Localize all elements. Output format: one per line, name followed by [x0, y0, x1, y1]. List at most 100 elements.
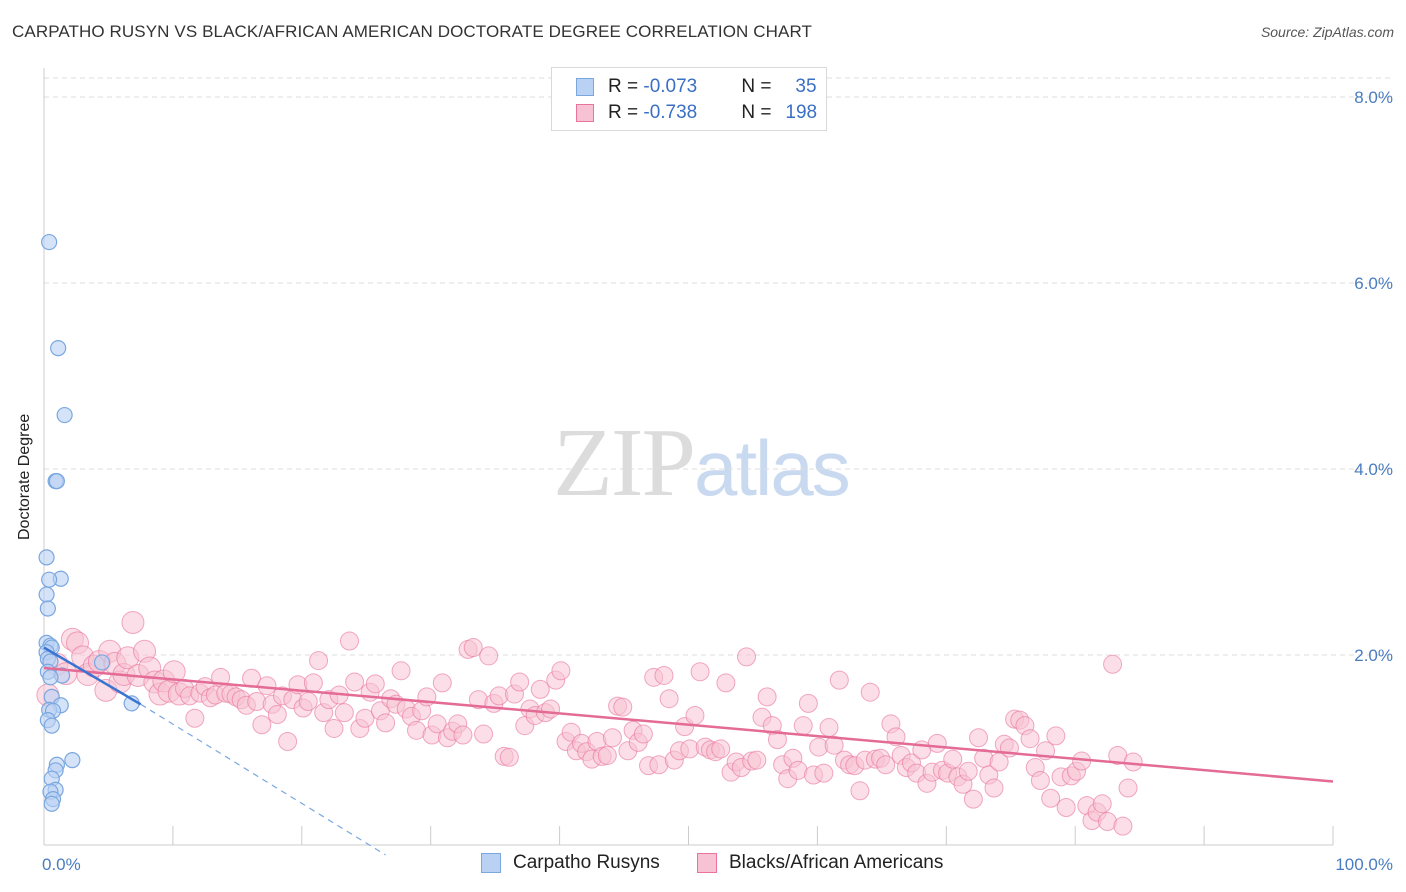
data-point-carpatho: [39, 600, 56, 617]
data-point-black: [685, 705, 705, 725]
data-point-black: [850, 781, 870, 801]
legend-swatch-pink: [697, 853, 717, 873]
bottom-legend: Carpatho Rusyns Blacks/African Americans: [0, 852, 1406, 876]
data-point-black: [757, 687, 777, 707]
data-point-black: [530, 679, 550, 699]
data-point-carpatho: [38, 586, 55, 603]
data-point-black: [391, 661, 411, 681]
legend-r-value: -0.738: [643, 102, 698, 123]
y-tick-label: 8.0%: [1354, 88, 1393, 107]
legend-swatch-pink: [576, 104, 594, 122]
data-point-black: [958, 761, 978, 781]
legend-r-label: R =: [608, 76, 644, 97]
data-point-black: [737, 647, 757, 667]
data-point-black: [303, 673, 323, 693]
y-tick-label: 4.0%: [1354, 460, 1393, 479]
data-point-black: [474, 724, 494, 744]
data-point-carpatho: [56, 406, 73, 424]
trendline-carpatho-extension: [140, 703, 386, 856]
data-point-black: [162, 660, 186, 684]
legend-label-black: Blacks/African Americans: [729, 852, 944, 873]
watermark: ZIPatlas: [553, 405, 851, 519]
data-point-carpatho: [48, 472, 65, 490]
data-point-black: [927, 733, 947, 753]
data-point-black: [185, 708, 205, 728]
data-point-black: [121, 610, 145, 634]
data-point-black: [613, 697, 633, 717]
data-point-black: [324, 718, 344, 738]
trendline-carpatho: [43, 646, 142, 706]
data-point-black: [798, 693, 818, 713]
legend-swatch-blue: [481, 853, 501, 873]
legend-label-carpatho: Carpatho Rusyns: [513, 852, 660, 873]
data-point-black: [633, 724, 653, 744]
data-point-black: [1030, 771, 1050, 791]
legend-n-label: N =: [741, 76, 777, 97]
source-label: Source: ZipAtlas.com: [1260, 24, 1394, 40]
data-point-black: [432, 673, 452, 693]
data-point-black: [278, 731, 298, 751]
data-point-black: [1056, 798, 1076, 818]
data-point-carpatho: [64, 751, 81, 769]
data-point-black: [690, 662, 710, 682]
data-point-black: [499, 747, 519, 767]
data-point-black: [541, 699, 561, 719]
data-point-black: [602, 728, 622, 748]
data-point-black: [355, 708, 375, 728]
data-point-black: [886, 727, 906, 747]
legend-r-label: R =: [608, 102, 644, 123]
data-point-carpatho: [43, 795, 60, 812]
legend-row-carpatho: R = -0.073 N = 35: [576, 75, 817, 99]
data-point-black: [597, 745, 617, 765]
data-point-black: [298, 692, 318, 711]
data-point-carpatho: [50, 340, 67, 357]
legend-n-label: N =: [741, 102, 777, 123]
x-tick-label: 0.0%: [42, 855, 81, 874]
data-point-black: [819, 718, 839, 738]
data-point-black: [716, 673, 736, 693]
data-point-black: [1118, 778, 1138, 798]
data-point-black: [339, 631, 359, 651]
data-point-black: [345, 672, 365, 692]
legend-row-black: R = -0.738 N = 198: [576, 101, 817, 125]
y-tick-label: 6.0%: [1354, 274, 1393, 293]
stats-legend: R = -0.073 N = 35 R = -0.738 N = 198: [551, 67, 827, 131]
data-point-black: [257, 676, 277, 696]
legend-r-value: -0.073: [643, 76, 698, 97]
data-point-black: [1046, 726, 1066, 746]
data-point-black: [479, 646, 499, 666]
data-point-black: [824, 735, 844, 755]
data-point-black: [463, 638, 483, 658]
data-point-black: [659, 689, 679, 709]
data-point-black: [814, 763, 834, 783]
data-point-black: [767, 730, 787, 750]
data-point-black: [453, 725, 473, 745]
watermark-zip: ZIP: [553, 409, 696, 517]
legend-n-value: 198: [785, 102, 818, 123]
data-point-black: [510, 672, 530, 692]
data-point-black: [654, 665, 674, 685]
data-point-black: [711, 739, 731, 759]
data-point-black: [376, 713, 396, 733]
data-point-black: [1020, 729, 1040, 749]
data-point-black: [551, 661, 571, 681]
data-point-black: [1041, 788, 1061, 808]
legend-n-value: 35: [795, 76, 817, 97]
data-point-black: [829, 670, 849, 690]
data-point-black: [427, 714, 447, 734]
data-point-black: [984, 778, 1004, 798]
data-point-black: [267, 705, 287, 725]
watermark-atlas: atlas: [694, 424, 851, 512]
data-point-black: [252, 715, 272, 735]
y-tick-label: 2.0%: [1354, 646, 1393, 665]
trendline-black: [43, 666, 1334, 783]
data-point-black: [365, 674, 385, 694]
data-point-carpatho: [42, 669, 59, 686]
data-point-carpatho: [41, 233, 58, 251]
data-point-black: [1113, 816, 1133, 836]
x-tick-label: 100.0%: [1335, 855, 1393, 874]
data-point-black: [334, 703, 354, 723]
data-point-black: [309, 651, 329, 671]
legend-swatch-blue: [576, 78, 594, 96]
